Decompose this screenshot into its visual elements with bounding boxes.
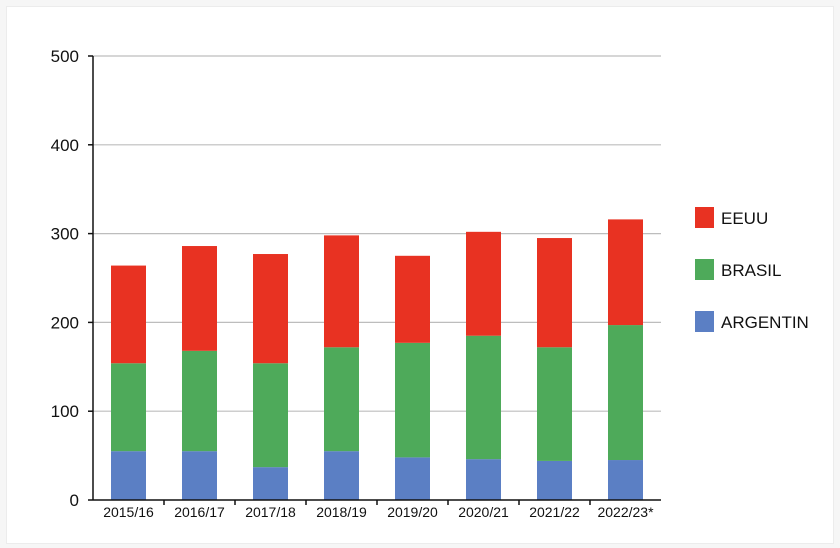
x-tick-label: 2017/18: [245, 504, 296, 520]
y-tick-label: 100: [51, 402, 79, 421]
gridlines: [93, 55, 661, 412]
y-tick-label: 200: [51, 313, 79, 332]
x-tick-label: 2020/21: [458, 504, 509, 520]
bar-brasil-2: [253, 363, 288, 468]
bar-eeuu-4: [395, 255, 430, 343]
bar-eeuu-6: [537, 238, 572, 348]
bar-eeuu-1: [182, 246, 217, 351]
bar-brasil-1: [182, 350, 217, 452]
bar-argentina-4: [395, 457, 430, 500]
x-tick-label: 2016/17: [174, 504, 225, 520]
legend-swatch-eeuu: [695, 207, 714, 228]
y-tick-label: 400: [51, 136, 79, 155]
x-tick-label: 2018/19: [316, 504, 367, 520]
bar-argentina-2: [253, 467, 288, 500]
bar-eeuu-7: [608, 219, 643, 326]
bar-eeuu-3: [324, 235, 359, 348]
chart-frame: 0 100 200 300 400 500 2015/16 2016/17 2017/18 20…: [6, 6, 834, 544]
bar-eeuu-0: [111, 265, 146, 364]
y-tick-label: 0: [70, 491, 79, 510]
legend-swatch-brasil: [695, 259, 714, 280]
legend: EEUU BRASIL ARGENTIN: [695, 207, 809, 332]
bar-argentina-3: [324, 451, 359, 500]
bar-argentina-1: [182, 451, 217, 500]
x-tick-label: 2019/20: [387, 504, 438, 520]
bar-brasil-5: [466, 335, 501, 460]
legend-label-eeuu: EEUU: [721, 209, 768, 228]
legend-swatch-argentin: [695, 311, 714, 332]
y-tick-labels: 0 100 200 300 400 500: [51, 47, 79, 510]
bar-argentina-6: [537, 460, 572, 500]
x-tick-label: 2022/23*: [597, 504, 654, 520]
x-tick-labels: 2015/16 2016/17 2017/18 2018/19 2019/20 2020/…: [103, 504, 654, 520]
x-tick-label: 2021/22: [529, 504, 580, 520]
bar-argentina-5: [466, 459, 501, 500]
axes: [88, 55, 661, 505]
bar-brasil-0: [111, 363, 146, 452]
y-tick-label: 500: [51, 47, 79, 66]
bar-brasil-6: [537, 347, 572, 461]
y-tick-label: 300: [51, 225, 79, 244]
legend-label-brasil: BRASIL: [721, 261, 781, 280]
legend-label-argentin: ARGENTIN: [721, 313, 809, 332]
bar-argentina-7: [608, 460, 643, 500]
bar-argentina-0: [111, 451, 146, 500]
bar-eeuu-5: [466, 231, 501, 336]
x-tick-label: 2015/16: [103, 504, 154, 520]
bar-brasil-3: [324, 347, 359, 452]
bars: [111, 219, 643, 500]
bar-brasil-4: [395, 342, 430, 458]
bar-eeuu-2: [253, 254, 288, 364]
bar-brasil-7: [608, 325, 643, 461]
